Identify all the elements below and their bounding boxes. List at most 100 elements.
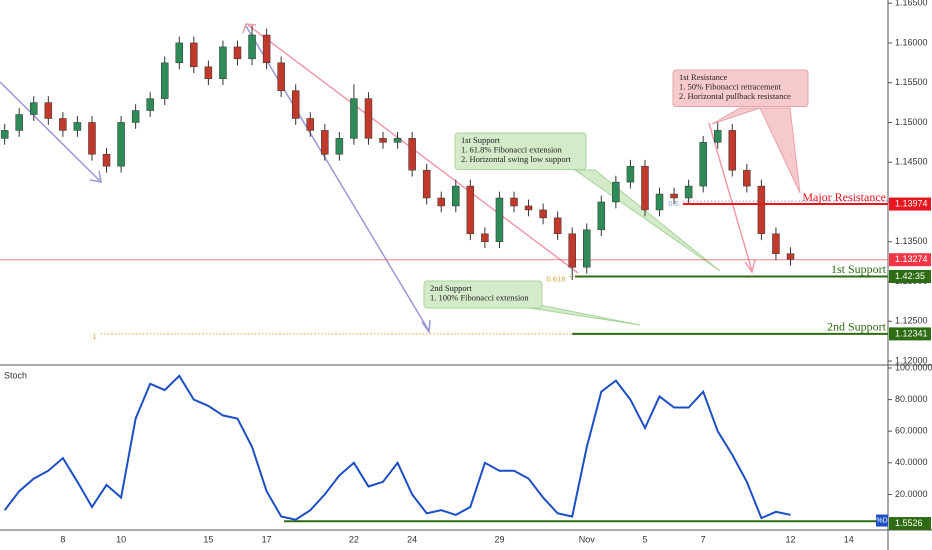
candle-body	[466, 185, 475, 235]
arrow	[0, 81, 101, 182]
candle-body	[59, 118, 67, 131]
candle-body	[233, 46, 242, 60]
candle-body	[510, 197, 518, 207]
x-tick-label: 15	[203, 534, 213, 544]
level-badge: 1.12341	[895, 328, 928, 338]
candle-body	[190, 42, 198, 68]
candle-body	[626, 165, 635, 183]
callout-text: 1. 100% Fibonacci extension	[430, 292, 529, 302]
candle-body	[786, 253, 795, 260]
arrow	[245, 25, 430, 332]
y-tick-label: 1.13500	[895, 236, 928, 246]
candle-body	[670, 193, 678, 199]
level-badge-bg	[889, 269, 931, 283]
fib-label: 0.618	[547, 274, 566, 283]
callout-text: 1. 61.8% Fibonacci extension	[461, 144, 563, 154]
candle-body	[597, 201, 606, 231]
candle-body	[30, 102, 38, 115]
x-tick-label: 24	[407, 534, 417, 544]
callout-box	[454, 132, 587, 170]
x-tick-label: 5	[642, 534, 647, 544]
callout-text: 1st Resistance	[679, 72, 728, 82]
candle-body	[495, 197, 504, 242]
callout-text: 2. Horizontal pullback resistance	[679, 91, 791, 101]
arrow-head	[744, 259, 756, 274]
candle-body	[437, 197, 445, 207]
candle-body	[350, 98, 358, 139]
candle-body	[131, 110, 140, 123]
y-tick-label: 40.0000	[895, 457, 928, 467]
candle-body	[641, 165, 649, 211]
level-label: 2nd Support	[827, 320, 887, 334]
candle-body	[699, 142, 707, 187]
candle-body	[321, 130, 329, 155]
series-tag: %D	[876, 517, 887, 524]
candle-body	[160, 62, 169, 99]
candle-body	[335, 138, 344, 155]
y-tick-label: 100.0000	[895, 362, 932, 372]
candle-body	[117, 122, 125, 167]
callout-pointer	[759, 107, 801, 194]
level-badge-bg	[889, 197, 931, 211]
x-tick-label: 14	[844, 534, 854, 544]
last-price-badge: 1.13274	[895, 254, 928, 264]
candle-body	[291, 90, 300, 119]
candle-body	[728, 130, 737, 171]
callout-text: 2nd Support	[430, 283, 472, 293]
fib-label: 1	[93, 332, 97, 341]
callout-text: 1. 50% Fibonacci retracement	[679, 81, 782, 91]
candle-body	[146, 98, 154, 111]
candle-body	[44, 102, 53, 119]
y-tick-label: 60.0000	[895, 426, 928, 436]
x-tick-label: 22	[349, 534, 359, 544]
level-label: 1st Support	[831, 262, 887, 276]
x-tick-label: Nov	[579, 534, 596, 544]
y-tick-label: 1.14500	[895, 157, 928, 167]
candle-body	[655, 193, 664, 211]
candle-body	[306, 118, 315, 131]
callout-pointer	[573, 169, 721, 272]
candle-body	[102, 154, 111, 167]
level-badge-bg	[889, 327, 931, 341]
candle-body	[772, 233, 780, 254]
candle-body	[175, 42, 184, 64]
y-tick-label: 1.15500	[895, 77, 928, 87]
candle-body	[262, 34, 271, 64]
candle-body	[684, 185, 693, 199]
candle-body	[422, 169, 431, 199]
arrow-head	[242, 23, 257, 34]
candle-body	[88, 122, 96, 155]
candle-body	[0, 130, 9, 139]
candle-body	[452, 185, 460, 207]
candle-body	[713, 130, 722, 143]
candle-body	[277, 62, 285, 91]
candle-body	[364, 98, 373, 139]
y-tick-label: 80.0000	[895, 394, 928, 404]
callout-text: 2. Horizontal swing low support	[461, 154, 571, 164]
callout-box	[423, 280, 543, 309]
x-tick-label: 7	[701, 534, 706, 544]
callout-pointers	[509, 107, 801, 326]
candle-body	[379, 138, 387, 143]
x-tick-label: 8	[60, 534, 65, 544]
level-badge: 1.42:35	[895, 271, 925, 281]
x-tick-label: 17	[262, 534, 272, 544]
y-tick-label: 1.12500	[895, 316, 928, 326]
level-label: Major Resistance	[802, 190, 886, 204]
series-tag-bg	[876, 514, 888, 527]
candle-body	[408, 138, 416, 171]
candle-body	[15, 114, 23, 131]
candle-body	[481, 233, 489, 242]
candle-body	[393, 138, 402, 143]
candle-body	[539, 209, 547, 219]
candle-body	[204, 66, 213, 79]
candle-body	[219, 46, 227, 79]
last-value-bg	[889, 517, 931, 531]
candle-body	[248, 34, 256, 60]
x-tick-label: 10	[116, 534, 126, 544]
y-tick-label: 1.16000	[895, 37, 928, 47]
candle-body	[524, 205, 533, 211]
candle-body	[568, 233, 576, 268]
